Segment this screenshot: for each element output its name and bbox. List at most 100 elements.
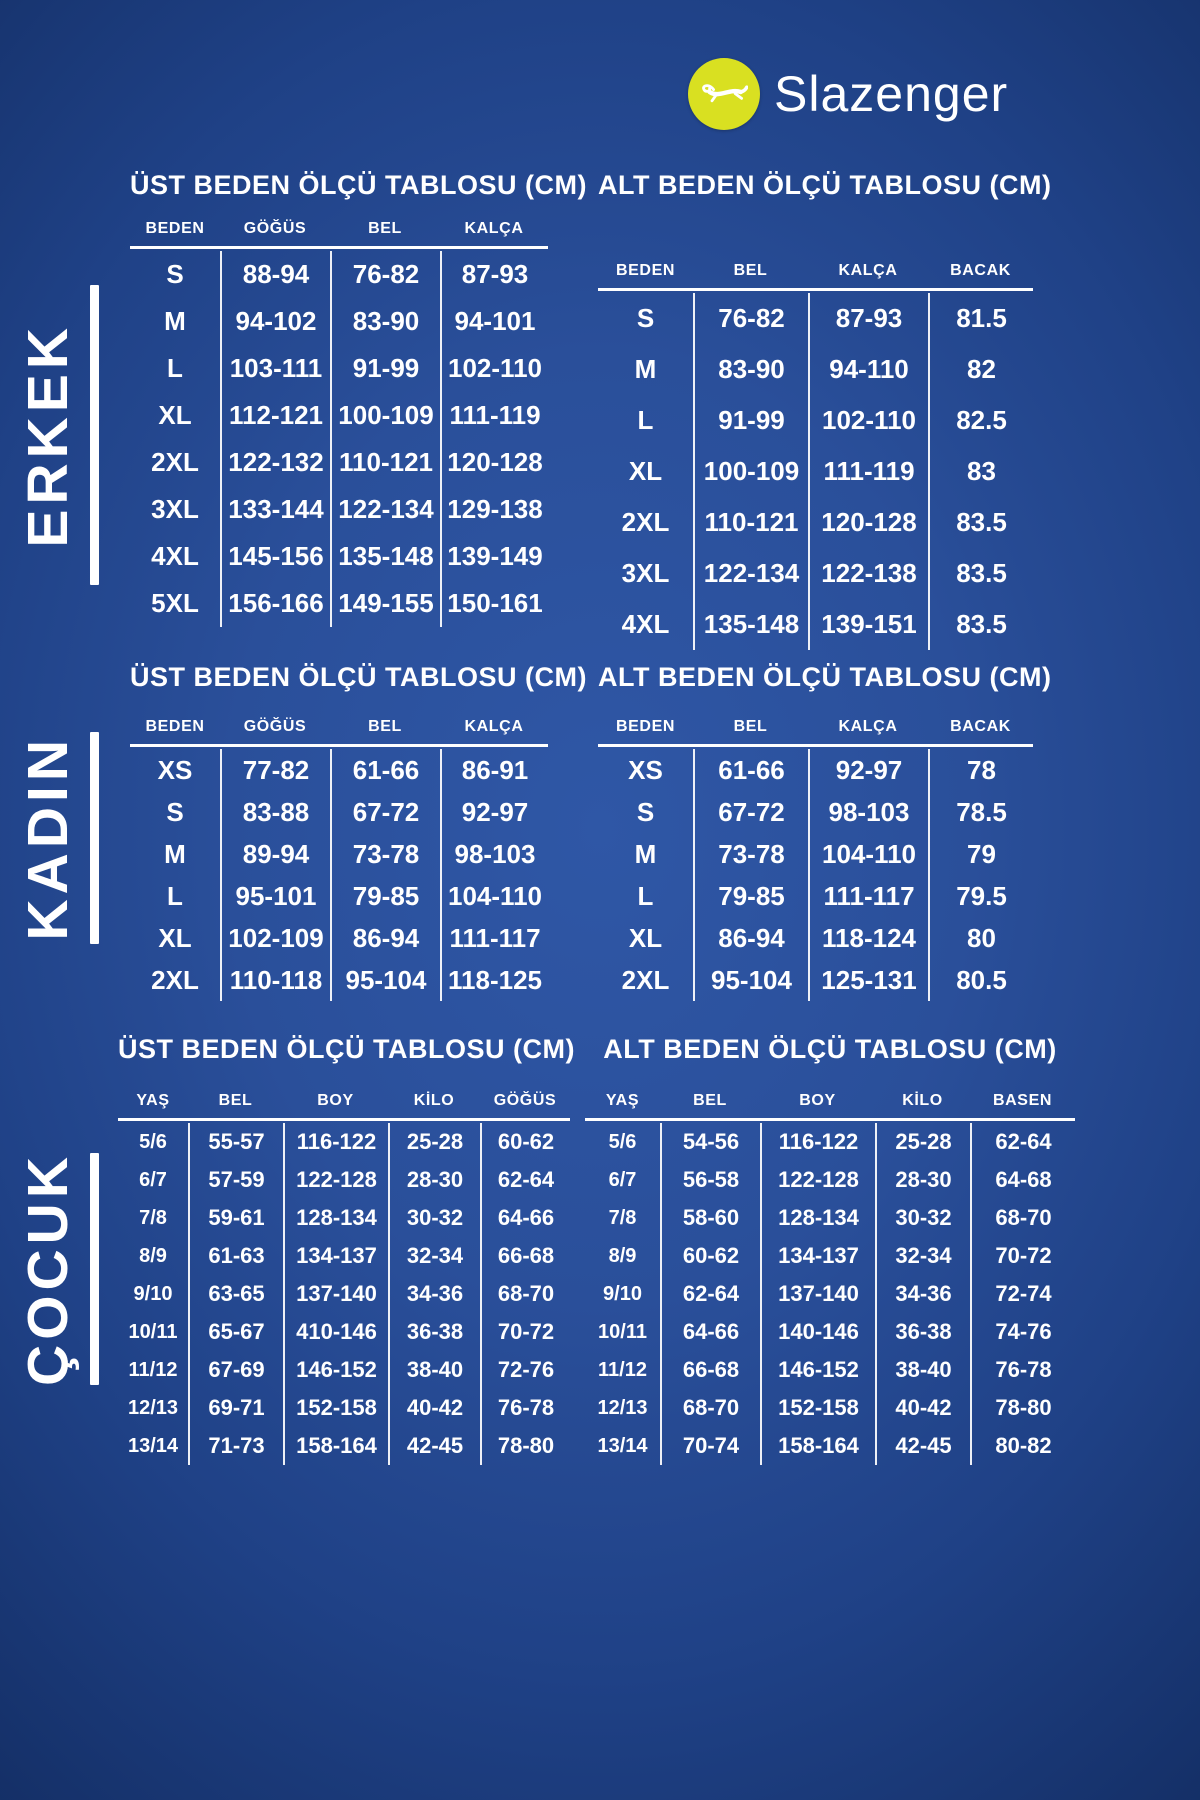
data-cell: 139-149 <box>440 533 548 580</box>
table-title: ÜST BEDEN ÖLÇÜ TABLOSU (CM) <box>130 662 587 692</box>
column-header: BEL <box>368 718 402 735</box>
data-cell: 410-146 <box>283 1313 388 1351</box>
data-cell: 110-121 <box>330 439 440 486</box>
size-cell: 4XL <box>151 541 199 571</box>
data-cell: 30-32 <box>875 1199 970 1237</box>
table-row: M 73-78 104-110 79 <box>598 833 1033 875</box>
data-cell: 70-74 <box>660 1427 760 1465</box>
data-cell: 61-66 <box>693 749 808 791</box>
column-header: GÖĞÜS <box>243 220 307 237</box>
data-cell: 80 <box>928 917 1033 959</box>
data-cell: 149-155 <box>330 580 440 627</box>
table-row: L 91-99 102-110 82.5 <box>598 395 1033 446</box>
section-label-wrap: ERKEK <box>16 285 99 585</box>
data-cell: 40-42 <box>388 1389 480 1427</box>
data-cell: 129-138 <box>440 486 548 533</box>
table-header-row: BEDEN GÖĞÜS BEL KALÇA <box>130 220 548 249</box>
section-gutter: KADIN <box>0 660 118 1001</box>
size-table-kadin-ust: BEDEN GÖĞÜS BEL KALÇA XS 77-82 61-66 86-91 S 83-8… <box>130 694 548 1001</box>
data-cell: 38-40 <box>875 1351 970 1389</box>
size-cell: 7/8 <box>608 1206 637 1229</box>
table-row: 8/9 61-63 134-137 32-34 66-68 <box>118 1237 570 1275</box>
data-cell: 80.5 <box>928 959 1033 1001</box>
data-cell: 66-68 <box>480 1237 570 1275</box>
table-title: ÜST BEDEN ÖLÇÜ TABLOSU (CM) <box>118 1034 575 1064</box>
data-cell: 122-138 <box>808 548 928 599</box>
size-cell: 13/14 <box>127 1434 179 1457</box>
table-row: 10/11 64-66 140-146 36-38 74-76 <box>585 1313 1075 1351</box>
size-cell: 5XL <box>151 588 199 618</box>
data-cell: 125-131 <box>808 959 928 1001</box>
size-cell: 11/12 <box>128 1358 178 1381</box>
data-cell: 111-119 <box>440 392 548 439</box>
data-cell: 95-104 <box>693 959 808 1001</box>
section-label-wrap: ÇOCUK <box>15 1151 99 1386</box>
column-header: BEL <box>368 220 402 237</box>
table-row: 8/9 60-62 134-137 32-34 70-72 <box>585 1237 1075 1275</box>
data-cell: 57-59 <box>188 1161 283 1199</box>
size-cell: M <box>164 838 186 869</box>
table-row: S 76-82 87-93 81.5 <box>598 293 1033 344</box>
section-gutter: ERKEK <box>0 168 118 650</box>
table-row: 13/14 71-73 158-164 42-45 78-80 <box>118 1427 570 1465</box>
size-table-cocuk-alt: YAŞ BEL BOY KİLO BASEN 5/6 54-56 116-122 25-28 62… <box>585 1066 1075 1465</box>
data-cell: 62-64 <box>660 1275 760 1313</box>
data-cell: 67-69 <box>188 1351 283 1389</box>
table-row: L 79-85 111-117 79.5 <box>598 875 1033 917</box>
table-row: 3XL 133-144 122-134 129-138 <box>130 486 548 533</box>
data-cell: 83-90 <box>693 344 808 395</box>
data-cell: 122-128 <box>283 1161 388 1199</box>
data-cell: 58-60 <box>660 1199 760 1237</box>
column-header: BEDEN <box>145 220 205 237</box>
table-row: XL 100-109 111-119 83 <box>598 446 1033 497</box>
table-row: 5/6 54-56 116-122 25-28 62-64 <box>585 1123 1075 1161</box>
data-cell: 82 <box>928 344 1033 395</box>
table-row: 5/6 55-57 116-122 25-28 60-62 <box>118 1123 570 1161</box>
table-row: 4XL 135-148 139-151 83.5 <box>598 599 1033 650</box>
size-cell: 9/10 <box>603 1282 642 1305</box>
data-cell: 76-78 <box>480 1389 570 1427</box>
column-header: BEL <box>733 718 768 735</box>
size-cell: 8/9 <box>139 1244 167 1267</box>
data-cell: 34-36 <box>875 1275 970 1313</box>
data-cell: 104-110 <box>440 875 548 917</box>
data-cell: 122-134 <box>330 486 440 533</box>
table-block-erkek-ust: ÜST BEDEN ÖLÇÜ TABLOSU (CM) BEDEN GÖĞÜS BE… <box>130 168 586 627</box>
size-table-cocuk-ust: YAŞ BEL BOY KİLO GÖĞÜS 5/6 55-57 116-122 25-28 60… <box>118 1066 570 1465</box>
data-cell: 100-109 <box>693 446 808 497</box>
table-header-row: YAŞ BEL BOY KİLO BASEN <box>585 1092 1075 1121</box>
data-cell: 128-134 <box>283 1199 388 1237</box>
table-row: 3XL 122-134 122-138 83.5 <box>598 548 1033 599</box>
table-row: XL 112-121 100-109 111-119 <box>130 392 548 439</box>
table-body: XS 77-82 61-66 86-91 S 83-88 67-72 92-97 M 89-94 7… <box>130 747 548 1001</box>
data-cell: 103-111 <box>220 345 330 392</box>
table-row: M 94-102 83-90 94-101 <box>130 298 548 345</box>
data-cell: 140-146 <box>760 1313 875 1351</box>
data-cell: 137-140 <box>283 1275 388 1313</box>
table-row: 2XL 110-121 120-128 83.5 <box>598 497 1033 548</box>
table-row: L 95-101 79-85 104-110 <box>130 875 548 917</box>
column-header: BEL <box>693 1092 727 1109</box>
data-cell: 111-117 <box>808 875 928 917</box>
table-row: 2XL 95-104 125-131 80.5 <box>598 959 1033 1001</box>
table-header-row: BEDEN BEL KALÇA BACAK <box>598 718 1033 747</box>
data-cell: 60-62 <box>480 1123 570 1161</box>
data-cell: 69-71 <box>188 1389 283 1427</box>
data-cell: 79 <box>928 833 1033 875</box>
data-cell: 91-99 <box>693 395 808 446</box>
data-cell: 134-137 <box>283 1237 388 1275</box>
size-cell: 2XL <box>621 964 670 995</box>
data-cell: 87-93 <box>808 293 928 344</box>
table-row: 9/10 62-64 137-140 34-36 72-74 <box>585 1275 1075 1313</box>
data-cell: 62-64 <box>970 1123 1075 1161</box>
size-cell: XL <box>628 922 663 953</box>
data-cell: 74-76 <box>970 1313 1075 1351</box>
section-label-cocuk: ÇOCUK <box>15 1151 80 1386</box>
data-cell: 122-134 <box>693 548 808 599</box>
size-cell: S <box>636 796 655 827</box>
column-header: BOY <box>799 1092 836 1109</box>
table-header-row: YAŞ BEL BOY KİLO GÖĞÜS <box>118 1092 570 1121</box>
data-cell: 76-82 <box>693 293 808 344</box>
data-cell: 25-28 <box>875 1123 970 1161</box>
